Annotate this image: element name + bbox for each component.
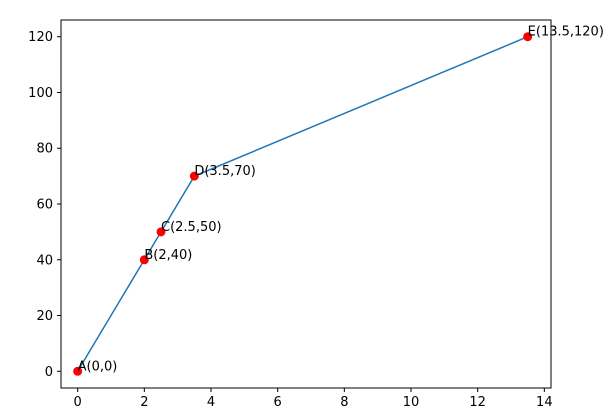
y-tick-label: 20 [36, 309, 53, 324]
x-tick-label: 4 [207, 395, 215, 410]
line [77, 36, 528, 372]
point-label: C(2.5,50) [161, 220, 222, 235]
x-tick-label: 0 [74, 395, 82, 410]
point [139, 255, 149, 265]
point [73, 366, 83, 376]
y-tick-label: 100 [28, 86, 53, 101]
point-label: E(13.5,120) [528, 25, 604, 40]
y-tick-label: 60 [36, 198, 53, 213]
x-tick-label: 6 [274, 395, 282, 410]
x-tick-label: 10 [403, 395, 420, 410]
point [189, 171, 199, 181]
x-tick-label: 12 [469, 395, 486, 410]
point-label: B(2,40) [144, 248, 192, 263]
x-tick-label: 2 [140, 395, 148, 410]
y-tick-label: 0 [45, 365, 53, 380]
point-label: D(3.5,70) [194, 164, 256, 179]
point [523, 32, 533, 42]
plot-frame [60, 19, 552, 389]
y-tick-label: 80 [36, 142, 53, 157]
point-label: A(0,0) [78, 359, 118, 374]
y-tick-label: 40 [36, 253, 53, 268]
point [156, 227, 166, 237]
y-tick-label: 120 [28, 30, 53, 45]
x-tick-label: 8 [340, 395, 348, 410]
x-tick-label: 14 [536, 395, 553, 410]
